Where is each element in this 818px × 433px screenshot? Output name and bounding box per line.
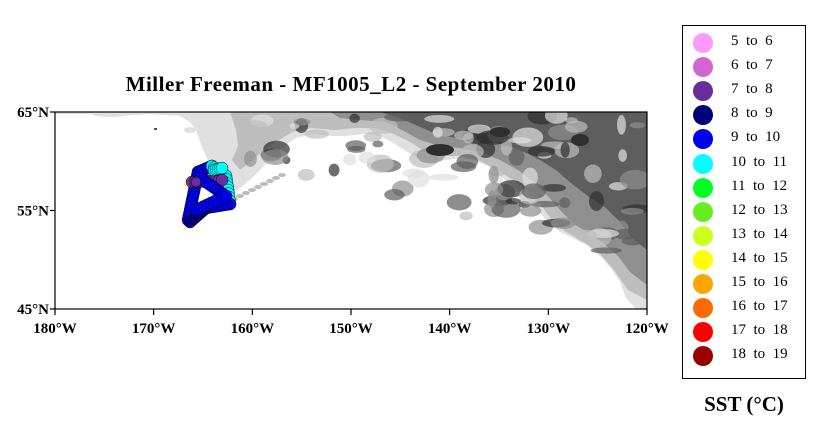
legend-item: 7 to 8 bbox=[689, 78, 801, 102]
longitude-axis: 180°W 170°W 160°W 150°W 140°W 130°W 120°W bbox=[33, 309, 669, 337]
lat-tick-label: 55°N bbox=[17, 204, 49, 220]
legend-swatch bbox=[693, 201, 713, 222]
legend-item: 11 to 12 bbox=[689, 175, 801, 199]
legend-label: 5 to 6 bbox=[731, 33, 773, 49]
legend-swatch bbox=[693, 225, 713, 246]
legend-label: 18 to 19 bbox=[731, 346, 788, 363]
legend-item: 5 to 6 bbox=[689, 30, 801, 54]
lon-tick-label: 180°W bbox=[33, 321, 77, 337]
cruise-track bbox=[181, 159, 237, 229]
legend-label: 8 to 9 bbox=[731, 105, 773, 122]
lat-tick-label: 45°N bbox=[17, 302, 49, 318]
legend-item: 17 to 18 bbox=[689, 319, 801, 343]
legend-swatch bbox=[693, 298, 713, 319]
legend-label: 7 to 8 bbox=[731, 81, 773, 98]
legend-item: 13 to 14 bbox=[689, 223, 801, 247]
legend-item: 14 to 15 bbox=[689, 247, 801, 271]
sst-legend: 5 to 6 6 to 7 7 to 8 8 to 9 9 to 10 10 to 11 1… bbox=[682, 25, 806, 379]
legend-item: 10 to 11 bbox=[689, 151, 801, 175]
legend-title: SST (°C) bbox=[704, 392, 784, 416]
legend-item: 18 to 19 bbox=[689, 343, 801, 367]
lon-tick-label: 130°W bbox=[527, 321, 571, 337]
latitude-axis: 65°N 55°N 45°N bbox=[17, 105, 55, 318]
legend-swatch bbox=[693, 153, 713, 174]
legend-swatch bbox=[693, 274, 713, 294]
legend-item: 15 to 16 bbox=[689, 271, 801, 295]
legend-swatch bbox=[693, 33, 713, 53]
legend-item: 6 to 7 bbox=[689, 54, 801, 78]
legend-label: 12 to 13 bbox=[731, 201, 788, 218]
legend-swatch bbox=[693, 105, 713, 126]
legend-label: 6 to 7 bbox=[731, 57, 773, 74]
legend-label: 14 to 15 bbox=[731, 249, 788, 266]
lon-tick-label: 160°W bbox=[231, 321, 275, 337]
lon-tick-label: 120°W bbox=[625, 321, 669, 337]
legend-item: 12 to 13 bbox=[689, 199, 801, 223]
legend-label: 11 to 12 bbox=[731, 177, 788, 194]
legend-swatch bbox=[693, 177, 713, 198]
legend-item: 16 to 17 bbox=[689, 295, 801, 319]
legend-label: 15 to 16 bbox=[731, 274, 788, 290]
legend-label: 17 to 18 bbox=[731, 322, 788, 339]
legend-item: 8 to 9 bbox=[689, 102, 801, 126]
legend-swatch bbox=[693, 322, 713, 343]
legend-swatch bbox=[693, 129, 713, 150]
legend-swatch bbox=[693, 57, 713, 78]
map-title: Miller Freeman - MF1005_L2 - September 2… bbox=[125, 72, 577, 96]
alaska-landmass bbox=[55, 112, 647, 309]
lon-tick-label: 170°W bbox=[132, 321, 176, 337]
legend-label: 9 to 10 bbox=[731, 129, 781, 146]
legend-swatch bbox=[693, 346, 713, 367]
legend-swatch bbox=[693, 81, 713, 102]
legend-label: 10 to 11 bbox=[731, 153, 788, 170]
legend-label: 16 to 17 bbox=[731, 298, 788, 315]
legend-label: 13 to 14 bbox=[731, 225, 788, 242]
legend-swatch bbox=[693, 249, 713, 270]
lon-tick-label: 150°W bbox=[329, 321, 373, 337]
lat-tick-label: 65°N bbox=[17, 105, 49, 121]
lon-tick-label: 140°W bbox=[428, 321, 472, 337]
legend-item: 9 to 10 bbox=[689, 126, 801, 150]
